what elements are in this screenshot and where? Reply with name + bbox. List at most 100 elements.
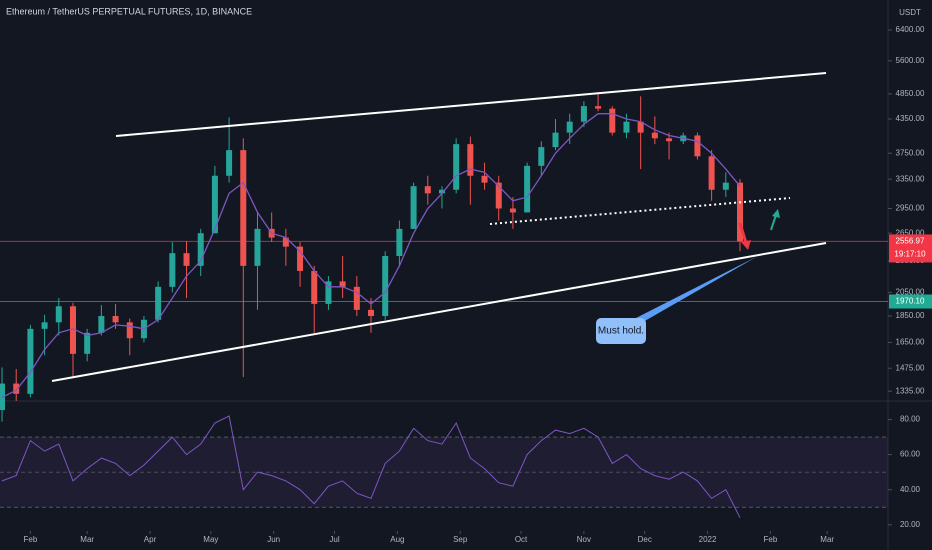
candle-body — [339, 281, 346, 287]
x-tick-label: Apr — [144, 535, 157, 544]
candle-body — [311, 270, 318, 304]
candle-body — [538, 147, 545, 166]
y-tick-label: 4850.00 — [896, 89, 925, 98]
y-tick-label: 1335.00 — [896, 386, 925, 395]
y-tick-label: 3350.00 — [896, 174, 925, 183]
moving-average — [1, 113, 741, 398]
y-tick-label: 1475.00 — [896, 363, 925, 372]
rsi-tick-label: 80.00 — [900, 415, 921, 424]
candle-body — [226, 150, 233, 176]
candle-body — [424, 186, 431, 194]
x-tick-label: Feb — [24, 535, 38, 544]
arrow-up-head — [772, 209, 780, 218]
candle-body — [282, 237, 289, 247]
candle-body — [509, 208, 516, 213]
y-tick-label: 2950.00 — [896, 204, 925, 213]
candle-body — [580, 106, 587, 122]
x-tick-label: Feb — [764, 535, 778, 544]
candle-body — [438, 189, 445, 194]
candle-body — [84, 332, 91, 354]
x-tick-label: Nov — [577, 535, 591, 544]
y-tick-label: 4350.00 — [896, 114, 925, 123]
candle-body — [353, 286, 360, 310]
candle-body — [254, 228, 261, 266]
y-tick-label: 1650.00 — [896, 337, 925, 346]
x-tick-label: May — [203, 535, 218, 544]
candle-body — [183, 253, 190, 266]
candle-body — [155, 286, 162, 320]
candle-body — [453, 144, 460, 190]
x-tick-label: Mar — [820, 535, 834, 544]
price-label: 2556.97 — [896, 237, 925, 246]
candle-body — [623, 121, 630, 133]
x-tick-label: Mar — [80, 535, 94, 544]
candle-body — [112, 316, 119, 323]
chart-title: Ethereum / TetherUS PERPETUAL FUTURES, 1… — [6, 6, 252, 16]
candle-body — [69, 306, 76, 354]
candle-body — [467, 144, 474, 176]
rsi-tick-label: 20.00 — [900, 520, 921, 529]
candle-body — [297, 246, 304, 271]
candle-body — [368, 309, 375, 317]
arrow-down-head — [741, 240, 751, 250]
candle-body — [169, 253, 176, 287]
x-tick-label: Aug — [390, 535, 404, 544]
x-tick-label: Oct — [515, 535, 528, 544]
price-label-box — [889, 294, 932, 309]
x-tick-label: Jul — [329, 535, 339, 544]
y-tick-label: 5600.00 — [896, 56, 925, 65]
candle-body — [495, 182, 502, 209]
candle-body — [651, 132, 658, 139]
candle-body — [325, 281, 332, 304]
candle-body — [197, 233, 204, 266]
candle-body — [637, 121, 644, 133]
candle-body — [566, 121, 573, 133]
candle-body — [240, 150, 247, 266]
candle-body — [524, 165, 531, 213]
x-tick-label: Dec — [638, 535, 652, 544]
rsi-tick-label: 40.00 — [900, 485, 921, 494]
candle-body — [481, 175, 488, 183]
x-tick-label: Sep — [453, 535, 468, 544]
currency: USDT — [899, 8, 921, 17]
y-tick-label: 6400.00 — [896, 25, 925, 34]
channel-lower — [51, 242, 827, 382]
rsi-tick-label: 60.00 — [900, 450, 921, 459]
candle-body — [666, 138, 673, 142]
candle-body — [410, 186, 417, 229]
candle-body — [694, 135, 701, 157]
arrow-up — [770, 214, 777, 231]
candle-body — [27, 328, 34, 394]
y-tick-label: 2050.00 — [896, 287, 925, 296]
candle-body — [722, 182, 729, 190]
support-dotted — [489, 197, 791, 225]
candle-body — [98, 316, 105, 333]
candle-body — [13, 383, 20, 394]
candle-body — [55, 306, 62, 323]
candle-body — [396, 228, 403, 257]
channel-upper — [115, 72, 827, 137]
candle-body — [737, 182, 743, 242]
price-label-box — [889, 234, 932, 263]
y-tick-label: 3750.00 — [896, 148, 925, 157]
x-tick-label: 2022 — [699, 535, 717, 544]
candle-body — [211, 175, 218, 234]
x-tick-label: Jun — [267, 535, 280, 544]
price-label: 1970.10 — [896, 297, 925, 306]
rsi-line — [1, 415, 741, 518]
candle-body — [126, 322, 133, 339]
arrow-down — [738, 222, 748, 244]
candle-body — [595, 106, 602, 109]
callout-box — [596, 318, 646, 344]
y-tick-label: 1850.00 — [896, 311, 925, 320]
callout-text: Must hold. — [598, 326, 644, 337]
candle-body — [552, 132, 559, 148]
y-tick-label: 2650.00 — [896, 228, 925, 237]
candle-body — [708, 156, 715, 190]
candle-body — [609, 108, 616, 133]
candle-body — [382, 256, 389, 317]
candle-body — [41, 322, 48, 329]
